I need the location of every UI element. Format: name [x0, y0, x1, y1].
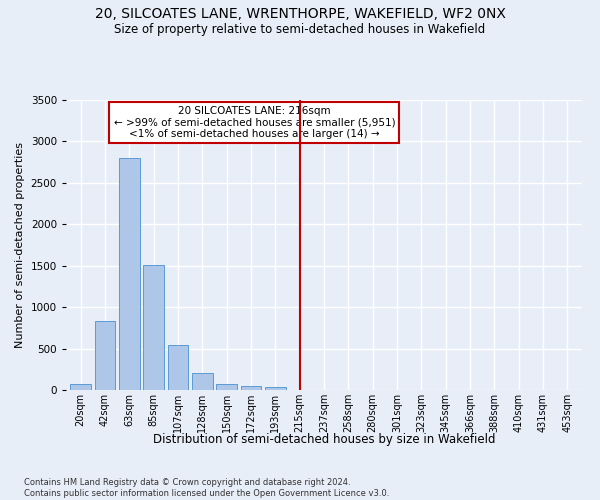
- Bar: [241, 386, 262, 390]
- Y-axis label: Number of semi-detached properties: Number of semi-detached properties: [15, 142, 25, 348]
- Bar: [70, 384, 91, 390]
- Bar: [95, 321, 115, 390]
- Text: 20, SILCOATES LANE, WRENTHORPE, WAKEFIELD, WF2 0NX: 20, SILCOATES LANE, WRENTHORPE, WAKEFIEL…: [95, 8, 505, 22]
- Bar: [192, 372, 212, 390]
- Text: Distribution of semi-detached houses by size in Wakefield: Distribution of semi-detached houses by …: [153, 432, 495, 446]
- Bar: [167, 346, 188, 390]
- Text: Contains HM Land Registry data © Crown copyright and database right 2024.
Contai: Contains HM Land Registry data © Crown c…: [24, 478, 389, 498]
- Bar: [119, 158, 140, 390]
- Text: 20 SILCOATES LANE: 216sqm
← >99% of semi-detached houses are smaller (5,951)
<1%: 20 SILCOATES LANE: 216sqm ← >99% of semi…: [113, 106, 395, 139]
- Bar: [143, 265, 164, 390]
- Bar: [216, 384, 237, 390]
- Text: Size of property relative to semi-detached houses in Wakefield: Size of property relative to semi-detach…: [115, 22, 485, 36]
- Bar: [265, 387, 286, 390]
